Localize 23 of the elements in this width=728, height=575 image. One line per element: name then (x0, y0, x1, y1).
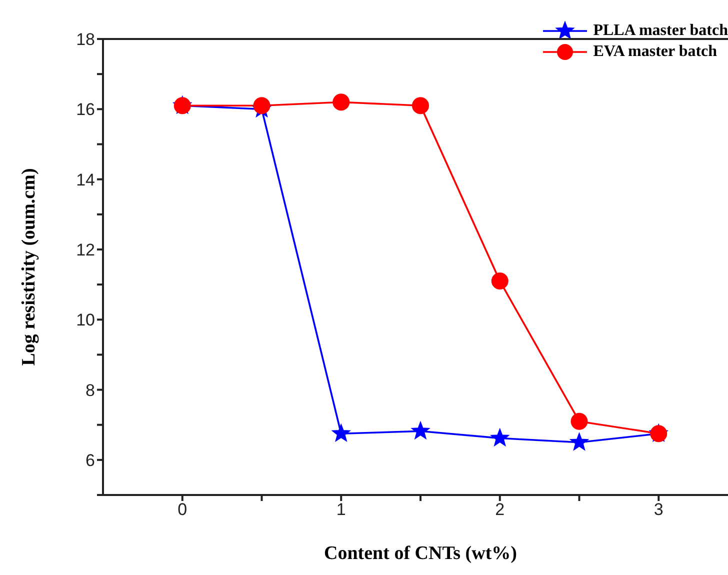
y-tick-label: 14 (76, 170, 95, 190)
x-tick-label: 0 (178, 500, 188, 520)
x-axis-title: Content of CNTs (wt%) (324, 543, 517, 564)
y-tick-label: 18 (76, 30, 95, 50)
y-tick-label: 6 (86, 450, 95, 470)
point (332, 94, 350, 111)
legend-label: EVA master batch (593, 42, 718, 62)
x-tick-label: 1 (336, 500, 346, 520)
y-axis-title: Log resistivity (oum.cm) (18, 168, 40, 366)
y-tick-label: 10 (76, 310, 95, 330)
legend-label: PLLA master batch (593, 21, 728, 41)
point (411, 422, 430, 439)
point (332, 424, 350, 442)
y-tick-label: 12 (76, 240, 95, 260)
y-tick-label: 8 (86, 380, 95, 400)
y-tick-label: 16 (76, 100, 95, 120)
point (412, 97, 429, 114)
point (570, 432, 588, 450)
point (491, 272, 508, 290)
x-tick-label: 2 (495, 500, 505, 520)
point (490, 428, 509, 446)
point (570, 412, 588, 430)
x-tick-label: 3 (654, 500, 664, 520)
